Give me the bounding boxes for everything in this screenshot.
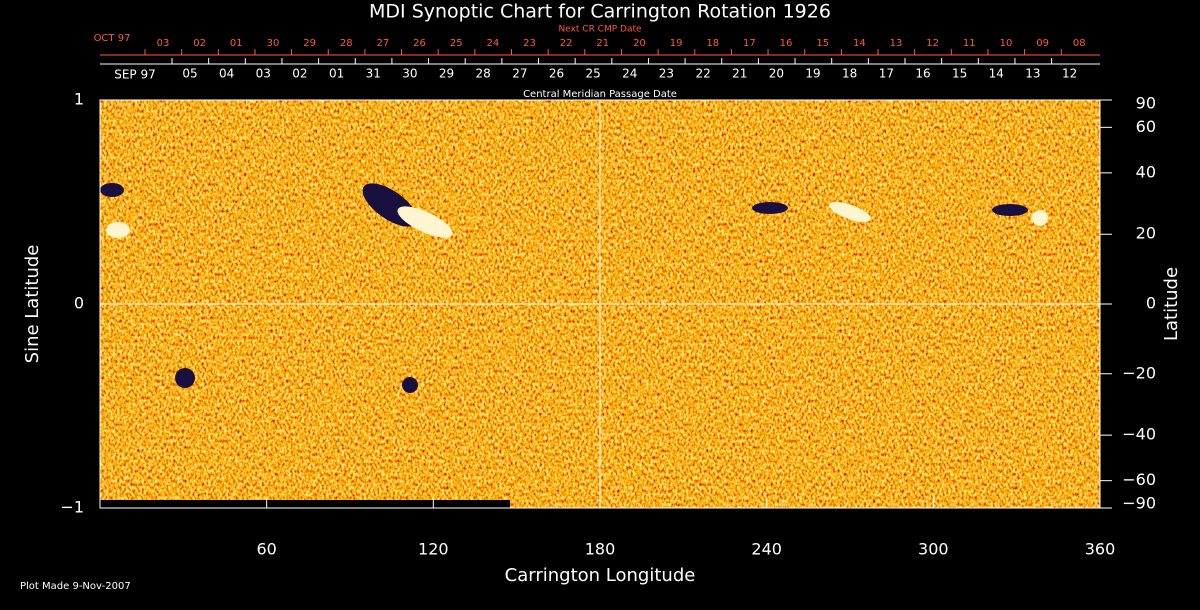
cmp-date-label: 17 (879, 67, 894, 81)
cmp-date-label: 28 (476, 67, 491, 81)
cmp-date-label: 23 (659, 67, 674, 81)
region (1032, 210, 1048, 226)
y2-tick-label: −90 (1122, 494, 1156, 513)
top-axis-month: OCT 97 (94, 33, 131, 44)
cmp-date-label: 01 (329, 67, 344, 81)
cmp-date-label: 19 (805, 67, 820, 81)
region (100, 183, 124, 197)
top-date-label: 24 (486, 38, 499, 49)
top-date-label: 28 (340, 38, 353, 49)
y2-tick-label: −20 (1122, 363, 1156, 382)
top-date-label: 09 (1036, 38, 1049, 49)
x-axis-label: Carrington Longitude (505, 565, 696, 586)
cmp-date-label: 25 (586, 67, 601, 81)
region (829, 202, 871, 222)
y2-tick-label: 40 (1136, 162, 1156, 181)
top-date-label: 11 (963, 38, 976, 49)
top-date-label: 23 (523, 38, 536, 49)
top-axis-title: Next CR CMP Date (558, 25, 642, 35)
cmp-date-label: 04 (219, 67, 234, 81)
top-date-label: 15 (816, 38, 829, 49)
region (752, 202, 788, 214)
cmp-date-label: 02 (292, 67, 307, 81)
top-date-label: 27 (377, 38, 390, 49)
footer: Plot Made 9-Nov-2007 (20, 581, 131, 592)
cmp-date-label: 13 (1025, 67, 1040, 81)
y2-tick-label: 0 (1146, 294, 1156, 313)
cmp-date-label: 16 (915, 67, 930, 81)
region (402, 377, 418, 393)
top-date-label: 20 (633, 38, 646, 49)
region (397, 206, 453, 238)
top-date-label: 21 (596, 38, 609, 49)
top-date-label: 22 (560, 38, 573, 49)
y2-tick-label: 60 (1136, 117, 1156, 136)
top-date-label: 16 (780, 38, 793, 49)
top-date-label: 14 (853, 38, 866, 49)
cmp-date-label: 05 (182, 67, 197, 81)
region (106, 222, 130, 238)
x-tick-label: 120 (418, 540, 449, 559)
top-date-label: 03 (157, 38, 170, 49)
y-axis-label: Sine Latitude (22, 245, 43, 364)
top-date-label: 30 (267, 38, 280, 49)
cmp-axis-title: Central Meridian Passage Date (523, 89, 677, 100)
top-date-label: 29 (303, 38, 316, 49)
cmp-date-label: 14 (989, 67, 1004, 81)
x-tick-label: 360 (1085, 540, 1116, 559)
x-tick-label: 60 (256, 540, 276, 559)
cmp-axis-month: SEP 97 (114, 68, 156, 82)
data-gap (100, 500, 510, 508)
x-tick-label: 300 (918, 540, 949, 559)
y2-tick-label: 90 (1136, 94, 1156, 113)
cmp-date-label: 31 (366, 67, 381, 81)
top-date-label: 10 (1000, 38, 1013, 49)
y-tick-label: 1 (74, 90, 84, 109)
y2-tick-label: 20 (1136, 224, 1156, 243)
top-date-label: 13 (890, 38, 903, 49)
top-date-label: 17 (743, 38, 756, 49)
cmp-date-label: 30 (402, 67, 417, 81)
x-tick-label: 240 (751, 540, 782, 559)
cmp-date-label: 27 (512, 67, 527, 81)
region (175, 368, 195, 388)
y-tick-label: −1 (60, 498, 84, 517)
top-date-label: 08 (1073, 38, 1086, 49)
cmp-date-label: 29 (439, 67, 454, 81)
cmp-date-label: 22 (695, 67, 710, 81)
chart-title: MDI Synoptic Chart for Carrington Rotati… (369, 1, 831, 23)
cmp-date-label: 21 (732, 67, 747, 81)
cmp-date-label: 18 (842, 67, 857, 81)
y2-tick-label: −40 (1122, 425, 1156, 444)
cmp-date-label: 03 (256, 67, 271, 81)
top-date-label: 02 (193, 38, 206, 49)
cmp-date-label: 15 (952, 67, 967, 81)
y-tick-label: 0 (74, 294, 84, 313)
active-regions (100, 183, 1048, 508)
y2-tick-label: −60 (1122, 470, 1156, 489)
cmp-date-label: 12 (1062, 67, 1077, 81)
top-date-label: 26 (413, 38, 426, 49)
top-date-label: 18 (706, 38, 719, 49)
region (992, 204, 1028, 216)
x-tick-label: 180 (585, 540, 616, 559)
top-date-label: 01 (230, 38, 243, 49)
cmp-date-label: 24 (622, 67, 637, 81)
top-date-label: 19 (670, 38, 683, 49)
y2-axis-label: Latitude (1161, 267, 1182, 341)
top-date-label: 12 (926, 38, 939, 49)
top-date-label: 25 (450, 38, 463, 49)
cmp-date-label: 20 (769, 67, 784, 81)
cmp-date-label: 26 (549, 67, 564, 81)
